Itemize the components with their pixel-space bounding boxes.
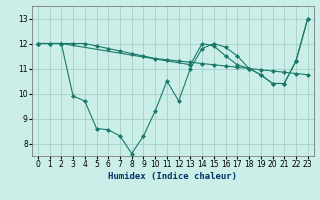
X-axis label: Humidex (Indice chaleur): Humidex (Indice chaleur) <box>108 172 237 181</box>
